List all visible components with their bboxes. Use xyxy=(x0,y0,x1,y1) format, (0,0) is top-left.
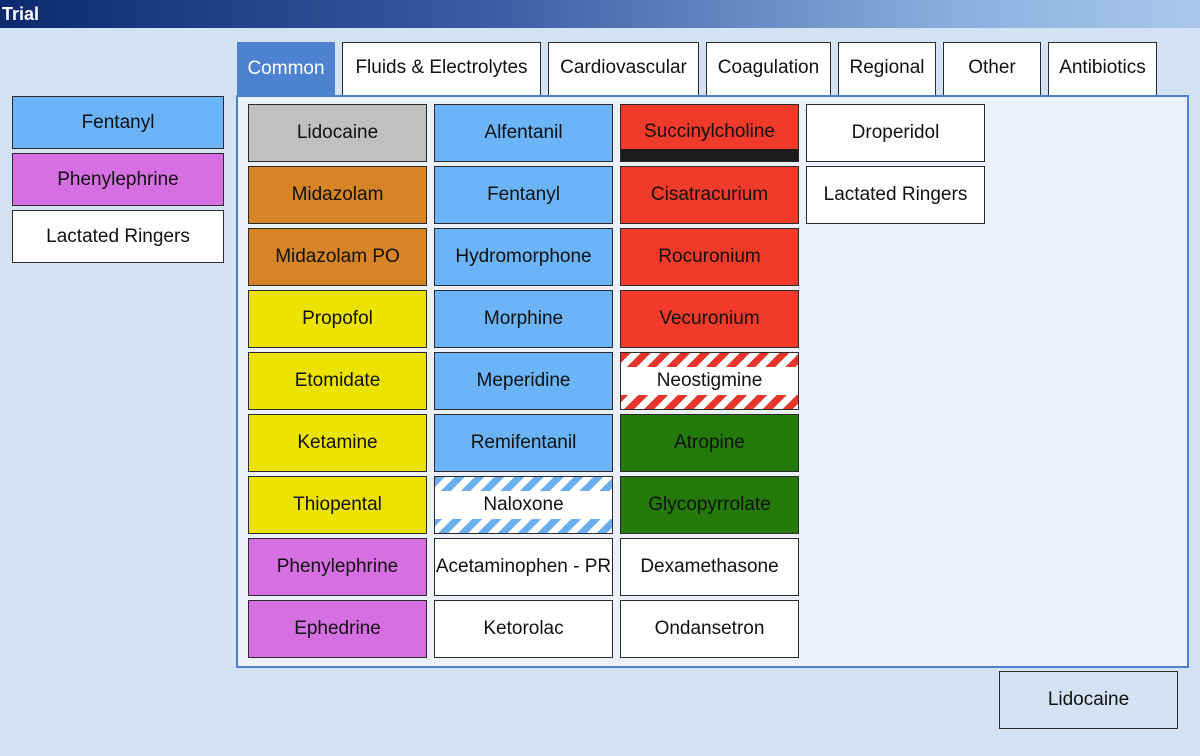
etomidate-button[interactable]: Etomidate xyxy=(248,352,427,410)
lidocaine-button[interactable]: Lidocaine xyxy=(999,671,1178,729)
dexamethasone-button[interactable]: Dexamethasone xyxy=(620,538,799,596)
ketamine-button[interactable]: Ketamine xyxy=(248,414,427,472)
remifentanil-button-label: Remifentanil xyxy=(470,432,577,453)
rocuronium-button[interactable]: Rocuronium xyxy=(620,228,799,286)
succinylcholine-button[interactable]: Succinylcholine xyxy=(620,104,799,162)
alfentanil-button-label: Alfentanil xyxy=(484,122,563,143)
button-stripe xyxy=(621,149,798,161)
lidocaine-button-label: Lidocaine xyxy=(1047,689,1130,710)
tab-fluids-electrolytes[interactable]: Fluids & Electrolytes xyxy=(342,42,541,96)
lidocaine-button-label: Lidocaine xyxy=(296,122,379,143)
phenylephrine-button[interactable]: Phenylephrine xyxy=(248,538,427,596)
ephedrine-button[interactable]: Ephedrine xyxy=(248,600,427,658)
cisatracurium-button[interactable]: Cisatracurium xyxy=(620,166,799,224)
ondansetron-button-label: Ondansetron xyxy=(654,618,765,639)
tab-regional[interactable]: Regional xyxy=(838,42,936,96)
tab-cardiovascular[interactable]: Cardiovascular xyxy=(548,42,699,96)
thiopental-button-label: Thiopental xyxy=(293,494,382,515)
lidocaine-button[interactable]: Lidocaine xyxy=(248,104,427,162)
naloxone-button-label: Naloxone xyxy=(483,494,564,515)
morphine-button-label: Morphine xyxy=(483,308,564,329)
alfentanil-button[interactable]: Alfentanil xyxy=(434,104,613,162)
acetaminophen-pr-button[interactable]: Acetaminophen - PR xyxy=(434,538,613,596)
tab-common[interactable]: Common xyxy=(237,42,335,96)
lactated-ringers-button-label: Lactated Ringers xyxy=(823,184,968,205)
propofol-button[interactable]: Propofol xyxy=(248,290,427,348)
ephedrine-button-label: Ephedrine xyxy=(294,618,381,639)
atropine-button-label: Atropine xyxy=(674,432,745,453)
midazolam-button-label: Midazolam xyxy=(291,184,384,205)
vecuronium-button[interactable]: Vecuronium xyxy=(620,290,799,348)
ketamine-button-label: Ketamine xyxy=(297,432,378,453)
button-fill xyxy=(435,491,612,519)
succinylcholine-button-label: Succinylcholine xyxy=(644,121,775,142)
tab-antibiotics[interactable]: Antibiotics xyxy=(1048,42,1157,96)
tab-other[interactable]: Other xyxy=(943,42,1041,96)
fentanyl-button-label: Fentanyl xyxy=(487,184,560,205)
midazolam-po-button[interactable]: Midazolam PO xyxy=(248,228,427,286)
phenylephrine-button-label: Phenylephrine xyxy=(276,556,399,577)
midazolam-po-button-label: Midazolam PO xyxy=(275,246,400,267)
glycopyrrolate-button-label: Glycopyrrolate xyxy=(648,494,771,515)
propofol-button-label: Propofol xyxy=(302,308,373,329)
rocuronium-button-label: Rocuronium xyxy=(658,246,761,267)
recent-lactated-ringers-button[interactable]: Lactated Ringers xyxy=(12,210,224,263)
recent-lactated-ringers-button-label: Lactated Ringers xyxy=(46,225,190,247)
vecuronium-button-label: Vecuronium xyxy=(659,308,760,329)
glycopyrrolate-button[interactable]: Glycopyrrolate xyxy=(620,476,799,534)
tab-coagulation[interactable]: Coagulation xyxy=(706,42,831,96)
cisatracurium-button-label: Cisatracurium xyxy=(650,184,769,205)
meperidine-button[interactable]: Meperidine xyxy=(434,352,613,410)
recent-phenylephrine-button[interactable]: Phenylephrine xyxy=(12,153,224,206)
droperidol-button-label: Droperidol xyxy=(851,122,940,143)
midazolam-button[interactable]: Midazolam xyxy=(248,166,427,224)
acetaminophen-pr-button-label: Acetaminophen - PR xyxy=(435,556,612,577)
droperidol-button[interactable]: Droperidol xyxy=(806,104,985,162)
ketorolac-button-label: Ketorolac xyxy=(483,618,564,639)
hydromorphone-button-label: Hydromorphone xyxy=(455,246,592,267)
window-title: Trial xyxy=(0,0,1200,28)
lactated-ringers-button[interactable]: Lactated Ringers xyxy=(806,166,985,224)
dexamethasone-button-label: Dexamethasone xyxy=(640,556,779,577)
hydromorphone-button[interactable]: Hydromorphone xyxy=(434,228,613,286)
morphine-button[interactable]: Morphine xyxy=(434,290,613,348)
recent-fentanyl-button-label: Fentanyl xyxy=(81,111,155,133)
fentanyl-button[interactable]: Fentanyl xyxy=(434,166,613,224)
naloxone-button[interactable]: Naloxone xyxy=(434,476,613,534)
meperidine-button-label: Meperidine xyxy=(476,370,571,391)
remifentanil-button[interactable]: Remifentanil xyxy=(434,414,613,472)
ondansetron-button[interactable]: Ondansetron xyxy=(620,600,799,658)
thiopental-button[interactable]: Thiopental xyxy=(248,476,427,534)
neostigmine-button[interactable]: Neostigmine xyxy=(620,352,799,410)
neostigmine-button-label: Neostigmine xyxy=(656,370,763,391)
recent-phenylephrine-button-label: Phenylephrine xyxy=(57,168,179,190)
etomidate-button-label: Etomidate xyxy=(294,370,381,391)
ketorolac-button[interactable]: Ketorolac xyxy=(434,600,613,658)
recent-fentanyl-button[interactable]: Fentanyl xyxy=(12,96,224,149)
atropine-button[interactable]: Atropine xyxy=(620,414,799,472)
button-fill xyxy=(621,367,798,395)
